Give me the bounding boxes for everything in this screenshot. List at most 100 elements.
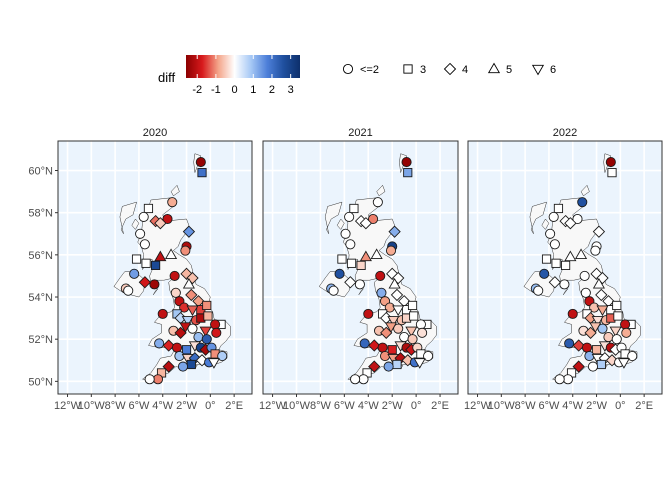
station-point [584, 350, 595, 362]
x-tick-label: 0° [615, 400, 626, 412]
station-point [129, 268, 140, 279]
stations [120, 157, 228, 385]
station-point [334, 268, 345, 279]
station-point [177, 361, 189, 372]
station-point [375, 270, 386, 281]
station-point [621, 327, 632, 338]
station-point [387, 316, 400, 327]
color-legend-ticks: -2 -1 0 1 2 3 [192, 55, 294, 96]
x-tick-label: 8°W [105, 400, 127, 412]
station-point [572, 339, 585, 352]
station-point [138, 211, 149, 222]
x-tick-label: 12°W [464, 400, 492, 412]
station-point [579, 270, 590, 281]
station-point [372, 197, 383, 208]
station-point [548, 276, 562, 289]
y-tick-label: 60°N [28, 166, 53, 178]
station-point [392, 359, 402, 370]
x-tick-label: 0° [411, 400, 422, 412]
station-point [567, 308, 578, 319]
shape-legend-key-square [403, 64, 413, 74]
station-point [387, 345, 397, 355]
station-point [592, 225, 606, 238]
shape-legend-item: <=2 [342, 63, 379, 76]
color-legend-tick-label: 2 [269, 84, 275, 96]
station-point [154, 250, 167, 262]
station-point [589, 322, 602, 333]
shape-legend-item: 3 [403, 64, 426, 76]
station-point [590, 245, 601, 256]
station-point [154, 217, 167, 230]
station-point [368, 213, 379, 225]
station-point [611, 334, 622, 345]
station-point [167, 197, 178, 208]
island-outline [119, 201, 137, 234]
station-point [539, 268, 550, 279]
station-point [199, 326, 212, 338]
station-point [388, 277, 401, 289]
color-legend-tick-label: -2 [192, 84, 202, 96]
stations [326, 157, 434, 385]
color-legend-tick-label: -1 [211, 84, 221, 96]
color-legend-tick-label: 0 [232, 84, 238, 96]
x-tick-label: 2°W [176, 400, 198, 412]
station-point [564, 217, 577, 230]
station-point [380, 326, 393, 340]
station-point [577, 197, 588, 208]
station-point [572, 213, 583, 225]
station-point [423, 350, 434, 362]
shape-legend-item: 5 [487, 62, 512, 76]
station-point [154, 338, 165, 349]
station-point [210, 319, 221, 330]
station-point [363, 308, 374, 319]
station-point [533, 285, 544, 296]
station-point [561, 260, 571, 270]
station-point [407, 334, 418, 345]
panel-border [467, 140, 663, 395]
station-point [151, 260, 161, 270]
island-outline [152, 288, 159, 296]
station-point [171, 342, 183, 353]
station-point [613, 311, 623, 321]
station-point [358, 374, 369, 385]
color-legend-tick-label: 3 [288, 84, 294, 96]
station-point [383, 361, 394, 372]
station-point [211, 327, 222, 338]
x-tick-label: 4°W [358, 400, 380, 412]
x-tick-label: 2°E [225, 400, 243, 412]
station-point [607, 168, 617, 178]
station-point [377, 342, 388, 353]
x-tick-label: 4°W [562, 400, 584, 412]
station-point [180, 245, 191, 256]
station-point [182, 277, 195, 289]
station-point [549, 239, 560, 250]
station-point [328, 285, 339, 296]
panel-title: 2022 [553, 127, 577, 139]
station-point [403, 168, 413, 178]
y-tick-label: 52°N [28, 334, 53, 346]
island-outline [170, 184, 180, 197]
station-point [541, 254, 552, 264]
island-outline [376, 184, 386, 197]
station-point [340, 228, 351, 239]
station-point [370, 248, 383, 259]
island-outline [541, 218, 550, 230]
x-tick-label: 6°W [538, 400, 560, 412]
station-point [617, 358, 630, 369]
stations [530, 157, 638, 385]
y-axis: 50°N 52°N 54°N 56°N 58°N 60°N [28, 166, 58, 388]
station-point [545, 228, 556, 239]
station-point [354, 279, 365, 290]
station-point [376, 287, 387, 298]
station-point [217, 350, 228, 362]
map-panel-2022: 2022 12°W10°W 8°W 6°W 4°W 2°W 0° 2°E [464, 127, 663, 412]
station-point [179, 322, 192, 333]
station-point [144, 374, 155, 385]
shape-legend: <=2 3 4 5 6 [342, 62, 556, 76]
x-tick-label: 8°W [515, 400, 537, 412]
station-point [393, 323, 404, 334]
color-legend-tick-label: 1 [250, 84, 256, 96]
station-point [574, 248, 588, 259]
station-point [609, 326, 622, 338]
station-point [138, 276, 152, 289]
